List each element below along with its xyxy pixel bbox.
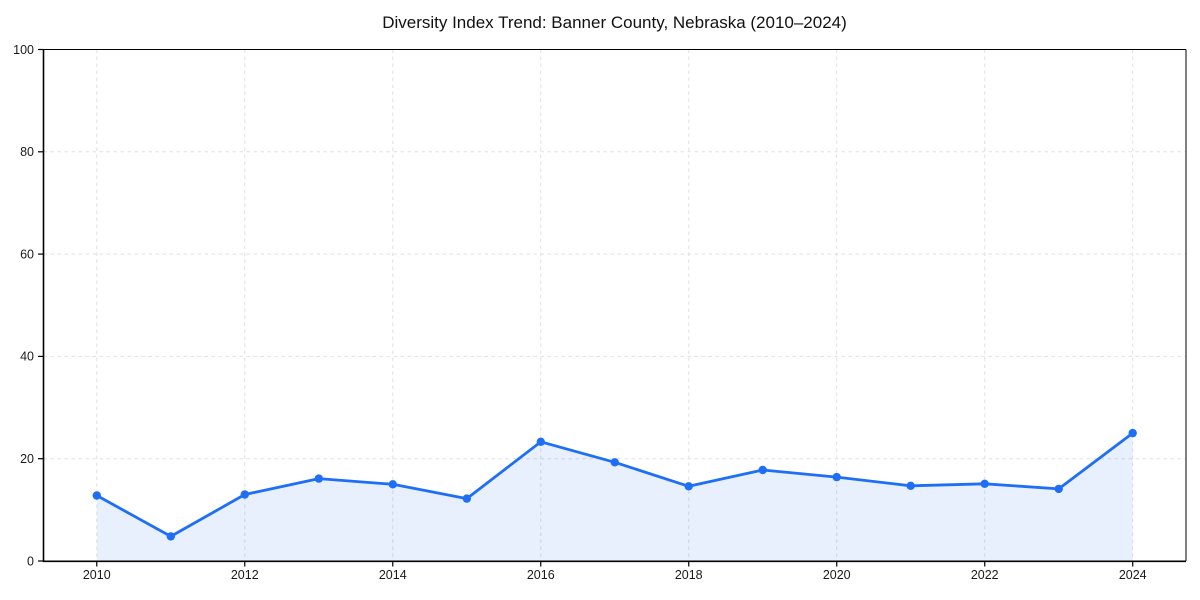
chart-title: Diversity Index Trend: Banner County, Ne… [382,13,847,32]
x-tick-label: 2022 [971,568,999,582]
data-point-2020 [832,472,841,482]
data-point-2013 [314,474,323,483]
data-point-2014 [388,480,397,489]
data-point-2011 [166,532,175,541]
x-tick-label: 2024 [1119,568,1147,582]
data-point-2024 [1128,428,1137,438]
data-point-2010 [92,491,102,500]
x-tick-label: 2020 [823,568,851,582]
data-point-2021 [906,481,915,490]
x-tick-label: 2016 [527,568,555,582]
x-tick-label: 2010 [83,568,111,582]
data-point-2015 [462,494,471,503]
y-tick-label: 0 [27,554,34,568]
area-fill [96,433,1133,561]
data-point-2012 [240,490,249,499]
data-point-2023 [1054,484,1063,494]
y-tick-label: 100 [13,43,34,57]
x-tick-label: 2018 [675,568,703,582]
y-tick-label: 20 [20,452,34,466]
data-point-2016 [536,437,545,446]
y-tick-label: 80 [20,145,34,159]
data-point-2022 [980,479,989,488]
x-tick-label: 2012 [231,568,259,582]
data-point-2017 [610,458,619,467]
x-tick-label: 2014 [379,568,407,582]
y-tick-label: 40 [20,350,34,364]
data-point-2018 [684,482,693,491]
y-tick-label: 60 [20,247,34,261]
data-point-2019 [758,465,767,475]
